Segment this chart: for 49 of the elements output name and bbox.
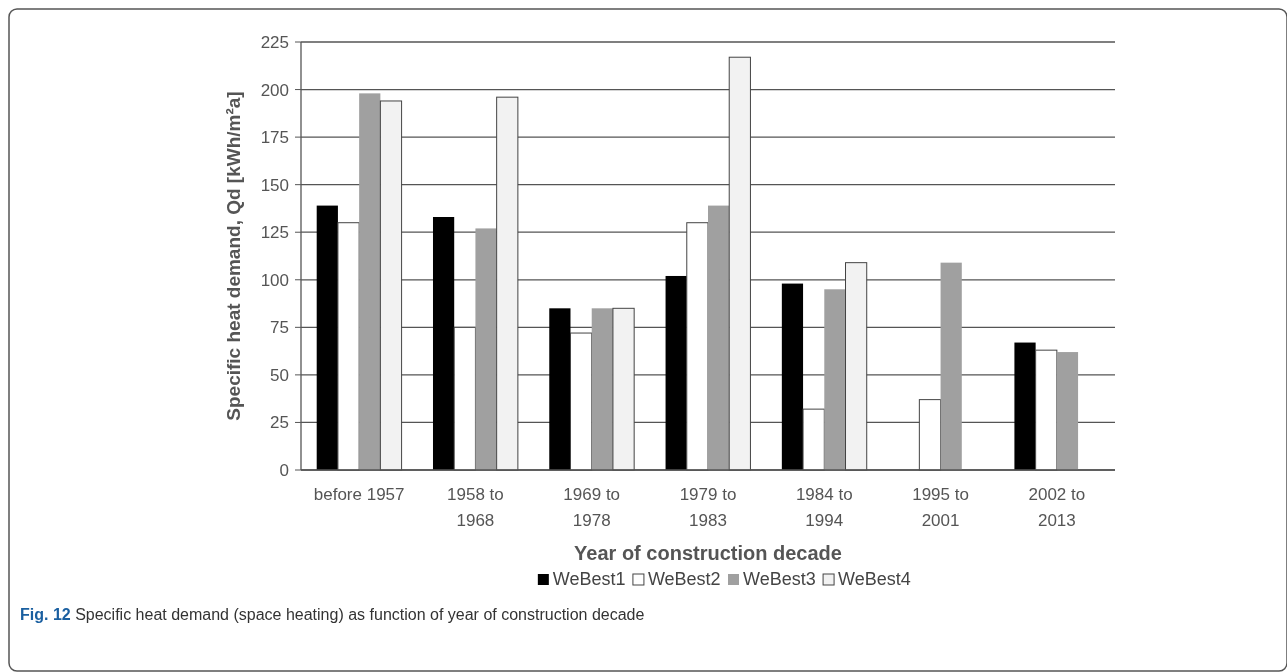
x-tick-label: 1969 to 1978: [563, 485, 621, 530]
x-tick-label: 1984 to 1994: [795, 485, 853, 530]
bar: [824, 289, 846, 470]
bar: [432, 217, 455, 470]
bar: [316, 205, 338, 470]
y-tick-label: 75: [270, 318, 289, 338]
bar: [1014, 342, 1036, 470]
x-tick-label: 1958 to 1968: [447, 485, 504, 530]
bar: [612, 307, 635, 471]
y-tick-label: 100: [260, 270, 289, 290]
bar: [569, 332, 593, 471]
caption: Fig. 12 Specific heat demand (space heating) as function of year of construction decade: [20, 606, 645, 623]
bar: [453, 326, 476, 471]
bar: [802, 408, 825, 471]
bar: [708, 205, 730, 470]
y-tick-label: 50: [270, 365, 289, 385]
bar: [781, 283, 804, 470]
bar: [591, 308, 613, 470]
x-tick-label: before 1957: [313, 485, 405, 504]
x-tick-label: 2002 to 2013: [1028, 485, 1086, 530]
bar: [475, 228, 497, 470]
y-tick-label: 200: [260, 80, 289, 100]
y-tick-label: 150: [260, 175, 289, 195]
y-tick-label: 225: [260, 32, 289, 52]
bar: [359, 93, 381, 470]
x-axis-title: Year of construction decade: [574, 542, 842, 564]
bar: [1035, 349, 1058, 471]
bar: [1056, 352, 1079, 470]
bar: [337, 222, 360, 471]
legend-label: WeBest2: [647, 569, 721, 589]
bar: [686, 222, 709, 471]
bar: [918, 399, 942, 471]
bar: [496, 96, 519, 471]
bar: [845, 262, 868, 471]
y-tick-label: 125: [260, 223, 289, 243]
y-tick-label: 0: [279, 460, 289, 480]
bar: [665, 275, 687, 470]
bar: [728, 56, 751, 471]
y-tick-label: 25: [270, 413, 289, 433]
y-tick-label: 175: [260, 128, 289, 148]
legend-label: WeBest3: [743, 569, 816, 589]
x-tick-label: 1979 to 1983: [679, 485, 737, 530]
bar: [549, 308, 571, 470]
bar: [379, 100, 403, 471]
legend-label: WeBest4: [838, 569, 911, 589]
y-axis-title: Specific heat demand, Qd [kWh/m²a]: [223, 91, 244, 421]
legend-label: WeBest1: [552, 569, 626, 589]
x-tick-label: 1995 to 2001: [912, 485, 969, 530]
bar: [940, 262, 962, 470]
